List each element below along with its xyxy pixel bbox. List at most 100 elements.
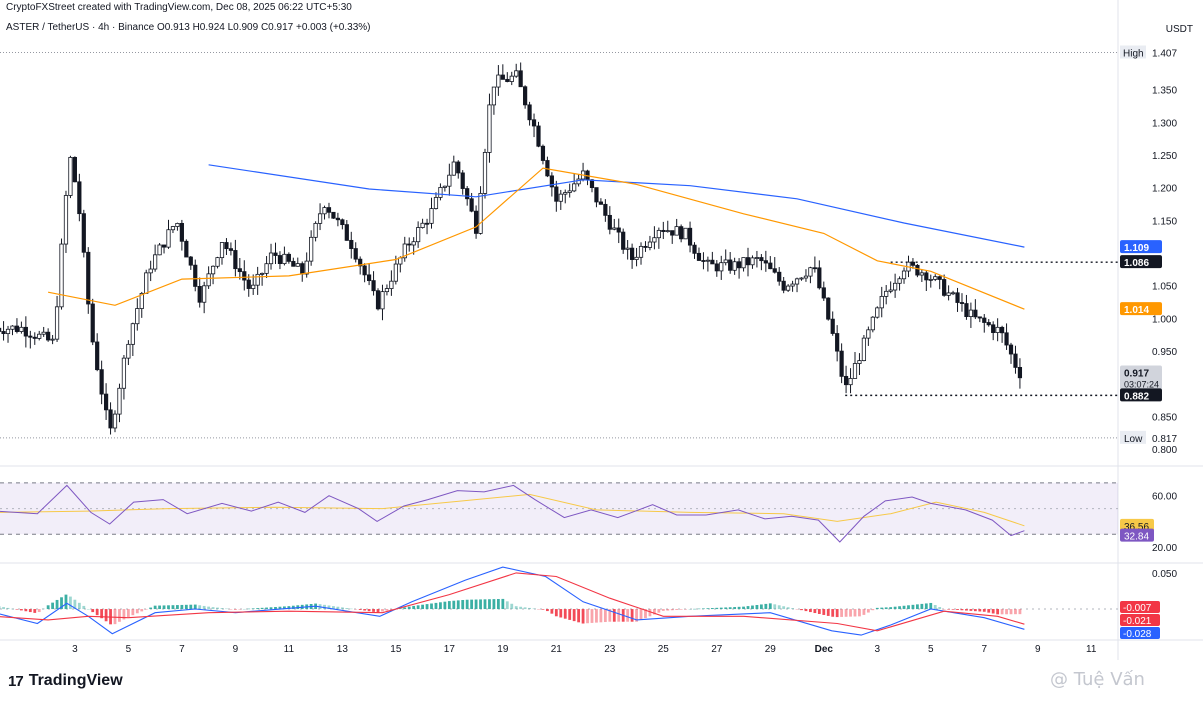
macd-hist-bar <box>233 609 237 610</box>
macd-hist-bar <box>996 609 1000 615</box>
macd-hist-bar <box>256 608 260 610</box>
y-tick-label: 0.800 <box>1152 445 1177 456</box>
macd-hist-bar <box>358 609 362 610</box>
candle-body <box>28 335 33 338</box>
candle-body <box>451 161 456 176</box>
macd-hist-bar <box>719 607 723 610</box>
macd-hist-bar <box>902 605 906 610</box>
macd-hist-bar <box>492 599 496 610</box>
macd-hist-bar <box>345 608 349 610</box>
macd-signal-tag-bg <box>1120 614 1160 626</box>
macd-hist-bar <box>528 607 531 610</box>
candle-body <box>554 186 559 202</box>
macd-hist-bar <box>786 607 790 610</box>
macd-hist-bar <box>644 609 647 619</box>
rsi-tag: 32.84 <box>1124 532 1149 543</box>
macd-hist-bar <box>844 609 848 617</box>
macd-hist-bar <box>982 609 986 612</box>
candle-body <box>251 284 256 289</box>
candle-body <box>420 222 425 228</box>
y-tick-label: 0.850 <box>1152 412 1177 423</box>
macd-hist-bar <box>523 607 527 610</box>
candle-body <box>81 213 86 253</box>
macd-hist-bar <box>657 609 661 613</box>
candle-body <box>794 278 800 285</box>
macd-hist-bar <box>126 609 130 618</box>
macd-hist-bar <box>630 609 634 622</box>
macd-hist-bar <box>153 605 157 610</box>
candle-body <box>705 259 710 262</box>
macd-hist-bar <box>942 609 946 610</box>
candle-body <box>634 256 639 260</box>
macd-hist-bar <box>782 606 786 610</box>
candle-body <box>1 331 6 335</box>
candle-body <box>170 226 176 231</box>
macd-hist-bar <box>804 609 808 612</box>
macd-hist-bar <box>951 609 955 610</box>
candle-body <box>901 270 907 280</box>
macd-hist-bar <box>550 609 554 614</box>
last-price-tag-bg <box>1120 365 1162 390</box>
candle-body <box>144 272 149 294</box>
ma-50-tag-bg <box>1120 302 1162 316</box>
tradingview-brand[interactable]: 17 TradingView <box>8 672 123 690</box>
macd-hist-bar <box>229 609 233 610</box>
macd-hist-bar <box>813 609 817 614</box>
macd-hist-bar <box>412 605 416 610</box>
support-tag-bg <box>1120 388 1162 402</box>
candle-body <box>0 327 2 332</box>
candle-body <box>741 257 746 269</box>
candle-body <box>309 236 314 262</box>
price-pane[interactable]: High 1.407 Low 0.817 1.109 1.086 1.014 0.91703:… <box>0 45 1177 445</box>
axis-labels: 3 5 7 9 11 13 15 17 19 21 23 25 27 29 Dec 3 5 7 9 11 <box>72 644 1097 655</box>
candle-body <box>750 257 755 266</box>
candle-body <box>772 268 777 273</box>
macd-hist-bar <box>354 609 358 610</box>
candle-body <box>304 260 309 275</box>
y-tick-label: 1.000 <box>1152 314 1177 325</box>
macd-hist-bar <box>283 606 286 610</box>
candle-body <box>527 104 532 121</box>
candle-body <box>1013 353 1018 368</box>
macd-hist-bar <box>42 608 46 610</box>
macd-hist-bar <box>144 609 148 610</box>
candle-body <box>349 239 354 249</box>
macd-hist-bar <box>269 607 273 610</box>
candle-body <box>37 333 42 339</box>
candle-body <box>202 285 207 303</box>
candle-body <box>362 265 367 276</box>
macd-hist-bar <box>791 608 794 610</box>
macd-hist-bar <box>176 605 179 610</box>
price-axis[interactable]: 1.350 1.300 1.250 1.200 1.150 1.050 1.000 0.950… <box>1152 86 1177 456</box>
candle-body <box>496 74 501 88</box>
symbol-info[interactable]: ASTER / TetherUS · 4h · Binance O0.913 H… <box>6 22 371 33</box>
candle-body <box>491 86 497 106</box>
candle-body <box>696 252 702 261</box>
candle-body <box>540 145 546 161</box>
candle-body <box>255 273 260 286</box>
macd-hist-bar <box>679 609 683 610</box>
macd-hist-bar <box>635 609 638 622</box>
candle-body <box>371 280 376 292</box>
macd-hist-bar <box>207 606 211 610</box>
candle-body <box>692 244 697 254</box>
macd-hist-bar <box>24 609 28 612</box>
candle-body <box>549 175 554 188</box>
macd-hist-bar <box>554 609 558 617</box>
macd-hist-bar <box>795 609 799 610</box>
candle-body <box>206 273 211 287</box>
macd-hist-bar <box>746 606 750 610</box>
macd-hist-bar <box>86 609 90 610</box>
macd-hist-bar <box>661 609 665 611</box>
candle-body <box>803 275 809 279</box>
macd-hist-bar <box>715 607 719 610</box>
macd-pane[interactable]: 0.050 -0.007 -0.021 -0.028 <box>0 566 1177 640</box>
macd-hist-bar <box>287 606 291 610</box>
candle-body <box>656 229 661 239</box>
candle-body <box>777 271 782 282</box>
candle-body <box>86 251 91 305</box>
macd-hist-bar <box>724 607 728 610</box>
candle-body <box>469 198 474 212</box>
